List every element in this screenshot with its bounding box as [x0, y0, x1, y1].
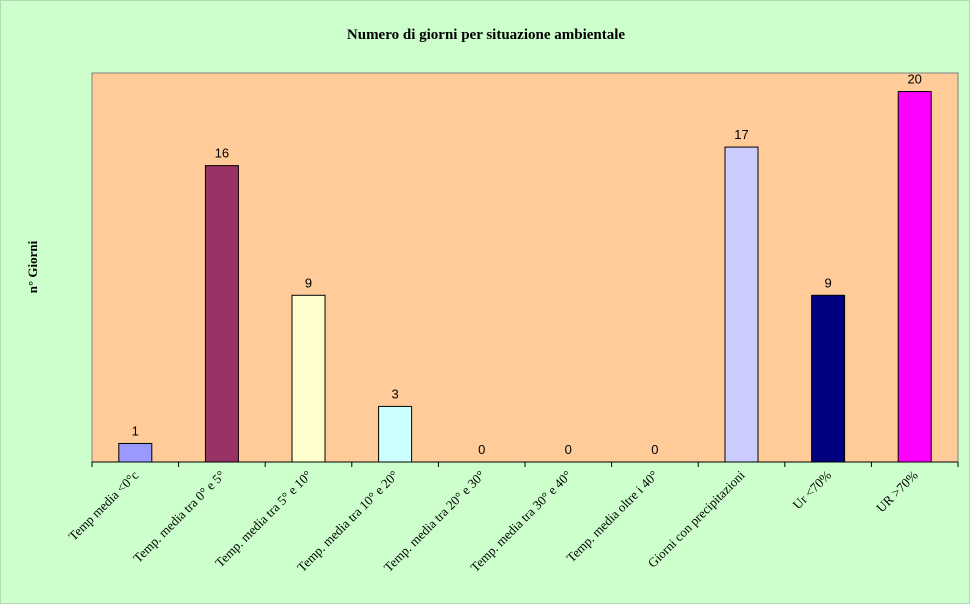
bar	[204, 165, 239, 463]
data-label: 0	[651, 442, 658, 457]
data-label: 16	[215, 146, 229, 161]
bar	[724, 146, 759, 463]
bar	[811, 294, 846, 463]
x-tick-label: Temp. media tra 0° e 5°	[130, 468, 228, 566]
x-tick-label: Temp media <0°c	[65, 467, 141, 543]
bar	[291, 294, 326, 463]
x-tick-label: Temp. media tra 30° e 40°	[467, 468, 574, 575]
data-label: 20	[907, 72, 921, 87]
chart-title: Numero di giorni per situazione ambienta…	[347, 27, 626, 43]
data-label: 9	[824, 275, 831, 290]
x-tick-label: Temp. media oltre i 40°	[563, 468, 661, 566]
x-tick-label: UR >70%	[873, 467, 921, 515]
data-label: 3	[391, 386, 398, 401]
x-tick-label: Temp. media tra 5° e 10°	[212, 468, 315, 571]
data-label: 17	[734, 127, 748, 142]
x-tick-label: Ur <70%	[790, 467, 835, 512]
data-label: 1	[132, 423, 139, 438]
data-label: 9	[305, 275, 312, 290]
bar	[897, 91, 932, 463]
bar	[378, 405, 413, 463]
data-label: 0	[478, 442, 485, 457]
x-tick-label: Giorni con precipitazioni	[645, 467, 748, 570]
y-axis-label: n° Giorni	[25, 240, 40, 293]
bar	[118, 442, 153, 463]
data-label: 0	[565, 442, 572, 457]
